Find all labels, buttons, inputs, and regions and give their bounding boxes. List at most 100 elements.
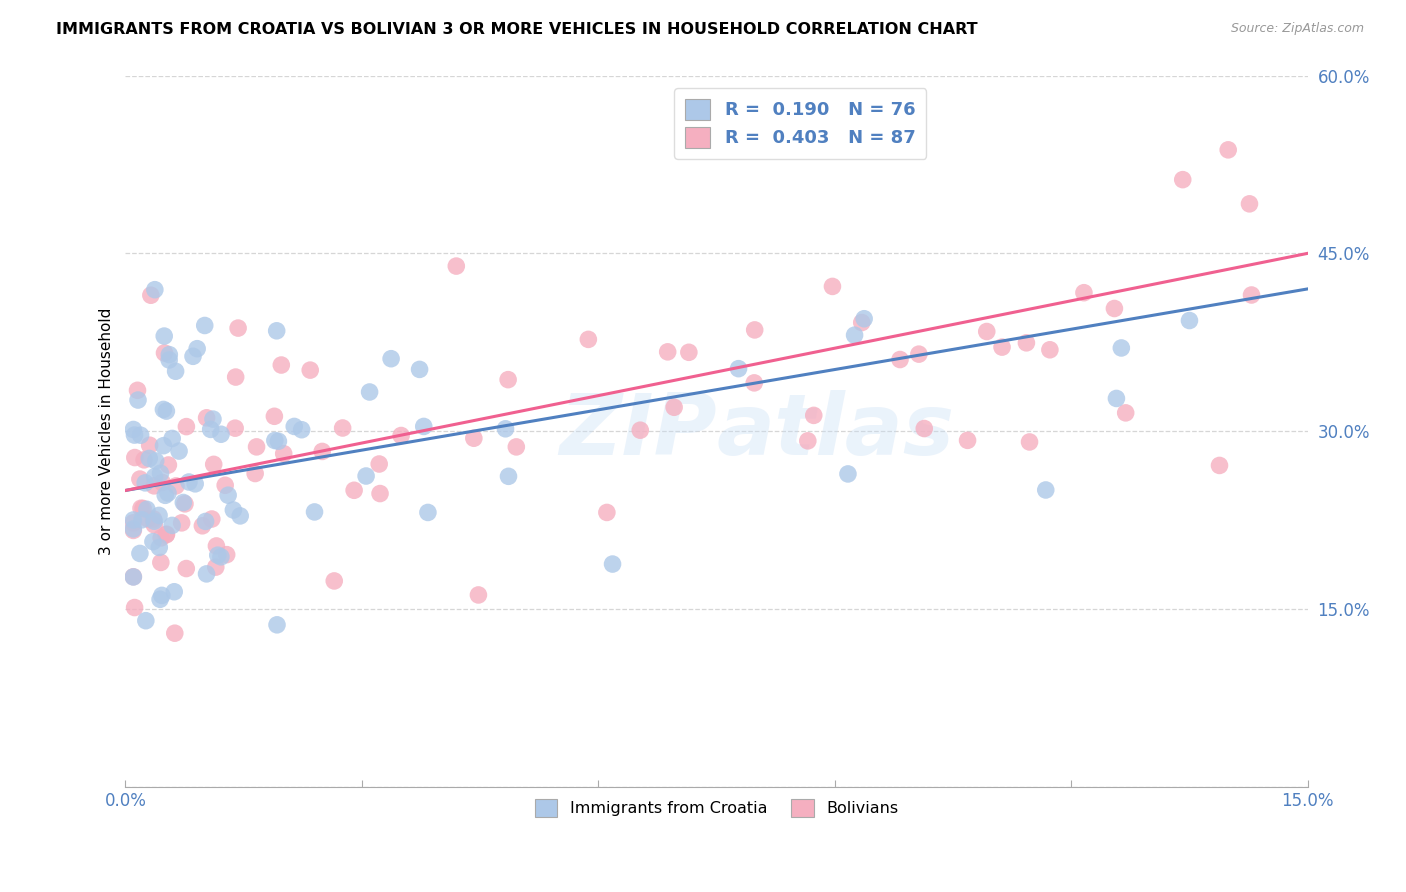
Point xyxy=(245,440,267,454)
Point xyxy=(267,434,290,449)
Point xyxy=(1239,197,1261,211)
Point xyxy=(837,467,859,481)
Point xyxy=(602,557,624,571)
Point xyxy=(1105,392,1128,406)
Point xyxy=(184,476,207,491)
Point xyxy=(217,488,239,502)
Point xyxy=(153,329,176,343)
Point xyxy=(222,503,245,517)
Point xyxy=(1171,172,1194,186)
Text: atlas: atlas xyxy=(717,390,955,473)
Point xyxy=(122,570,145,584)
Point xyxy=(165,479,187,493)
Point xyxy=(139,288,162,302)
Point xyxy=(160,432,183,446)
Point xyxy=(174,561,197,575)
Point xyxy=(194,515,217,529)
Point xyxy=(201,512,224,526)
Point xyxy=(136,512,159,526)
Point xyxy=(215,548,238,562)
Point xyxy=(143,479,166,493)
Point xyxy=(1104,301,1126,316)
Point xyxy=(163,584,186,599)
Text: IMMIGRANTS FROM CROATIA VS BOLIVIAN 3 OR MORE VEHICLES IN HOUSEHOLD CORRELATION : IMMIGRANTS FROM CROATIA VS BOLIVIAN 3 OR… xyxy=(56,22,977,37)
Point xyxy=(201,412,224,426)
Point xyxy=(132,453,155,467)
Point xyxy=(1073,285,1095,300)
Point xyxy=(266,324,288,338)
Point xyxy=(412,419,434,434)
Point xyxy=(1208,458,1230,473)
Point xyxy=(354,469,377,483)
Point xyxy=(194,318,217,333)
Point xyxy=(283,419,305,434)
Point xyxy=(172,495,194,509)
Point xyxy=(150,588,173,602)
Point xyxy=(229,508,252,523)
Point xyxy=(149,592,172,607)
Point xyxy=(129,501,152,516)
Text: Source: ZipAtlas.com: Source: ZipAtlas.com xyxy=(1230,22,1364,36)
Point xyxy=(304,505,326,519)
Legend: Immigrants from Croatia, Bolivians: Immigrants from Croatia, Bolivians xyxy=(527,790,907,825)
Point xyxy=(380,351,402,366)
Point xyxy=(142,512,165,526)
Point xyxy=(124,428,146,442)
Point xyxy=(821,279,844,293)
Point xyxy=(678,345,700,359)
Point xyxy=(498,469,520,483)
Point xyxy=(138,451,160,466)
Point xyxy=(122,513,145,527)
Point xyxy=(142,534,165,549)
Point xyxy=(167,444,190,458)
Point xyxy=(155,488,177,502)
Point xyxy=(150,531,173,545)
Point xyxy=(157,353,180,368)
Point xyxy=(124,450,146,465)
Point xyxy=(148,508,170,523)
Point xyxy=(143,514,166,528)
Point xyxy=(122,522,145,536)
Point xyxy=(495,422,517,436)
Point xyxy=(160,518,183,533)
Point xyxy=(1039,343,1062,357)
Point xyxy=(149,556,172,570)
Point xyxy=(332,421,354,435)
Point xyxy=(311,444,333,458)
Point xyxy=(505,440,527,454)
Point xyxy=(263,434,285,448)
Point xyxy=(416,505,439,519)
Point xyxy=(803,409,825,423)
Point xyxy=(224,421,246,435)
Point xyxy=(135,614,157,628)
Point xyxy=(467,588,489,602)
Point xyxy=(127,392,149,407)
Point xyxy=(165,364,187,378)
Point xyxy=(976,325,998,339)
Point xyxy=(128,472,150,486)
Point xyxy=(243,467,266,481)
Point xyxy=(662,401,685,415)
Point xyxy=(628,423,651,437)
Point xyxy=(889,352,911,367)
Point xyxy=(1018,434,1040,449)
Point xyxy=(323,574,346,588)
Point xyxy=(176,419,198,434)
Point xyxy=(131,513,153,527)
Point xyxy=(152,439,174,453)
Point xyxy=(163,626,186,640)
Point xyxy=(145,454,167,468)
Point xyxy=(266,617,288,632)
Point xyxy=(124,600,146,615)
Point xyxy=(209,427,232,442)
Point xyxy=(851,316,873,330)
Point xyxy=(1015,335,1038,350)
Point xyxy=(291,423,314,437)
Point xyxy=(149,467,172,481)
Point xyxy=(202,458,225,472)
Point xyxy=(152,402,174,417)
Point xyxy=(132,501,155,516)
Point xyxy=(143,517,166,532)
Y-axis label: 3 or more Vehicles in Household: 3 or more Vehicles in Household xyxy=(100,308,114,555)
Point xyxy=(1115,406,1137,420)
